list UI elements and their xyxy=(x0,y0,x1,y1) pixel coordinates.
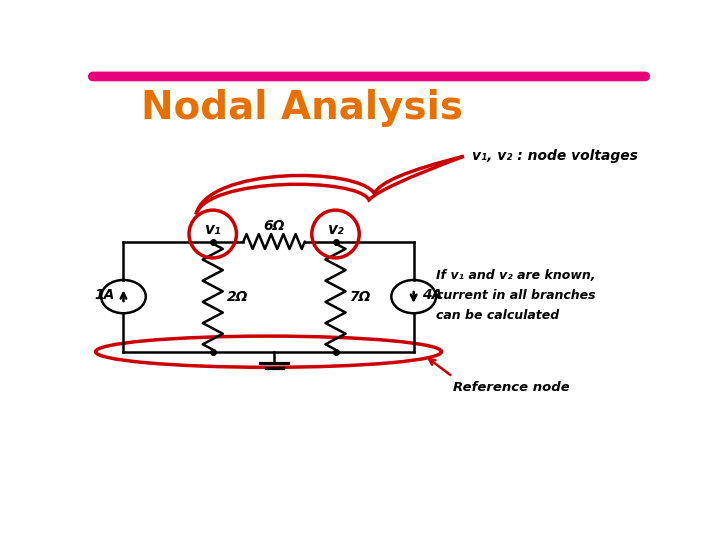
Text: If v₁ and v₂ are known,
current in all branches
can be calculated: If v₁ and v₂ are known, current in all b… xyxy=(436,269,595,322)
Text: v₁, v₂ : node voltages: v₁, v₂ : node voltages xyxy=(472,149,638,163)
Text: v₂: v₂ xyxy=(327,222,344,238)
Text: 2Ω: 2Ω xyxy=(227,289,248,303)
Text: 4A: 4A xyxy=(422,287,442,301)
Text: 1A: 1A xyxy=(95,287,115,301)
Text: v₁: v₁ xyxy=(204,222,221,238)
Text: 7Ω: 7Ω xyxy=(349,289,371,303)
Text: Reference node: Reference node xyxy=(453,381,570,394)
Text: Nodal Analysis: Nodal Analysis xyxy=(141,90,463,127)
Text: 6Ω: 6Ω xyxy=(264,219,285,233)
